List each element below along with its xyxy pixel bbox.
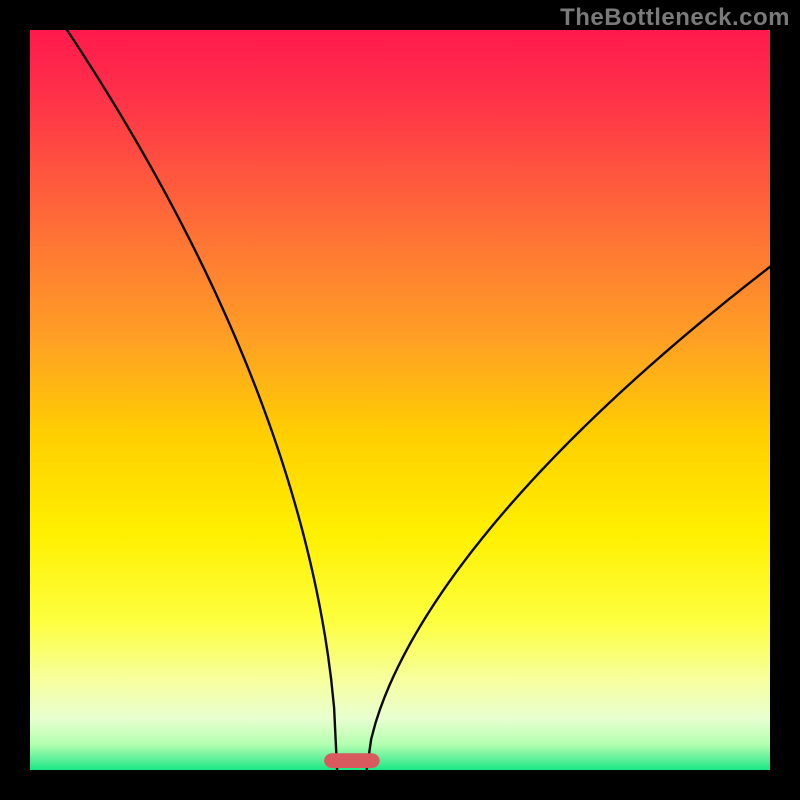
chart-background xyxy=(30,30,770,770)
chart-root: TheBottleneck.com xyxy=(0,0,800,800)
watermark-text: TheBottleneck.com xyxy=(560,4,790,32)
chart-svg xyxy=(0,0,800,800)
optimum-marker xyxy=(324,753,380,768)
